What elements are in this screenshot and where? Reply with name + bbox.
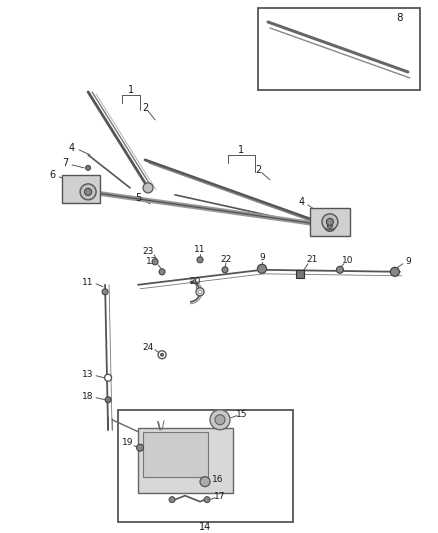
- Circle shape: [325, 220, 336, 231]
- Text: 5: 5: [135, 193, 141, 203]
- Circle shape: [158, 351, 166, 359]
- Circle shape: [390, 268, 399, 276]
- Circle shape: [200, 477, 210, 487]
- Text: 6: 6: [49, 170, 55, 180]
- Bar: [296, 270, 304, 278]
- Text: 19: 19: [122, 438, 134, 447]
- Text: 9: 9: [405, 257, 411, 266]
- Text: 1: 1: [128, 85, 134, 95]
- Text: 8: 8: [396, 13, 403, 23]
- Text: 23: 23: [142, 247, 154, 256]
- Text: 13: 13: [82, 370, 94, 379]
- Text: 15: 15: [236, 410, 248, 419]
- Bar: [143, 432, 208, 477]
- Text: 11: 11: [194, 245, 206, 254]
- Circle shape: [210, 410, 230, 430]
- Circle shape: [105, 397, 111, 403]
- Circle shape: [198, 290, 202, 294]
- Text: 11: 11: [82, 278, 94, 287]
- Circle shape: [152, 259, 158, 265]
- Text: 14: 14: [199, 522, 211, 531]
- Text: 20: 20: [189, 277, 201, 286]
- Text: 2: 2: [142, 103, 148, 113]
- Circle shape: [197, 257, 203, 263]
- Text: 7: 7: [62, 158, 68, 168]
- Circle shape: [85, 165, 91, 171]
- Circle shape: [322, 214, 338, 230]
- Circle shape: [80, 184, 96, 200]
- Circle shape: [204, 497, 210, 503]
- Text: 10: 10: [342, 256, 353, 265]
- Text: 4: 4: [69, 143, 75, 153]
- Circle shape: [143, 183, 153, 193]
- Text: 2: 2: [255, 165, 261, 175]
- Text: 5: 5: [335, 211, 341, 221]
- Circle shape: [159, 269, 165, 275]
- Text: 22: 22: [220, 255, 232, 264]
- Text: 16: 16: [212, 475, 224, 484]
- Bar: [118, 410, 293, 522]
- Text: 21: 21: [306, 255, 318, 264]
- Text: 4: 4: [299, 197, 305, 207]
- Text: 18: 18: [82, 392, 94, 401]
- Circle shape: [161, 353, 163, 356]
- Circle shape: [326, 219, 333, 225]
- Circle shape: [222, 267, 228, 273]
- Bar: [62, 175, 100, 203]
- Bar: [138, 427, 233, 492]
- Circle shape: [196, 288, 204, 296]
- Text: 1: 1: [238, 145, 244, 155]
- Circle shape: [328, 223, 332, 228]
- Circle shape: [215, 415, 225, 425]
- Circle shape: [102, 289, 108, 295]
- Text: 24: 24: [142, 343, 154, 352]
- Bar: [258, 8, 420, 90]
- Circle shape: [169, 497, 175, 503]
- Text: 9: 9: [259, 253, 265, 262]
- Bar: [310, 208, 350, 236]
- Circle shape: [336, 266, 343, 273]
- Text: 17: 17: [214, 492, 226, 501]
- Circle shape: [85, 188, 92, 196]
- Circle shape: [105, 374, 112, 381]
- Circle shape: [137, 444, 144, 451]
- Circle shape: [258, 264, 266, 273]
- Text: 12: 12: [146, 257, 158, 266]
